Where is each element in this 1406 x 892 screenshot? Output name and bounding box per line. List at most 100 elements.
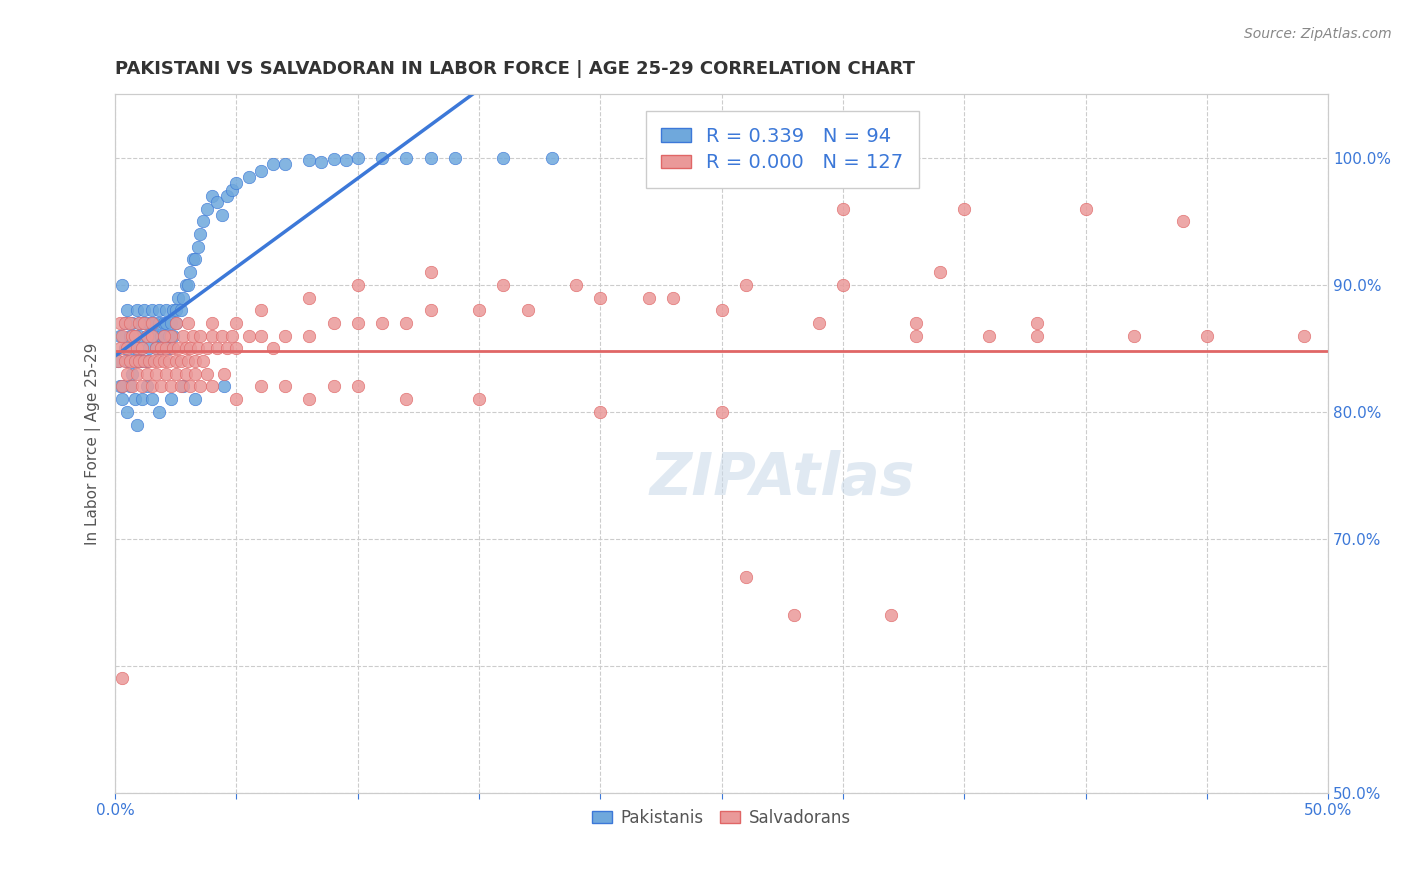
Point [807,316,830,330]
Point [134,354,156,368]
Point [145,328,167,343]
Point [215,342,238,356]
Y-axis label: In Labor Force | Age 25-29: In Labor Force | Age 25-29 [86,343,101,545]
Point [1195,328,1218,343]
Point [145,342,167,356]
Point [262,342,284,356]
Point [735,277,758,292]
Point [124,328,146,343]
Point [121,316,143,330]
Point [832,202,855,216]
Point [165,354,187,368]
Point [157,328,180,343]
Point [114,354,136,368]
Point [121,342,143,356]
Point [540,151,562,165]
Point [134,316,156,330]
Point [322,316,344,330]
Point [238,169,260,184]
Point [148,303,170,318]
Point [117,405,139,419]
Point [138,316,160,330]
Point [468,392,491,406]
Point [215,189,238,203]
Point [128,354,150,368]
Point [125,342,148,356]
Point [880,607,903,622]
Point [155,316,177,330]
Point [710,405,733,419]
Point [589,405,612,419]
Point [371,151,394,165]
Point [184,252,207,267]
Point [274,328,297,343]
Point [516,303,538,318]
Point [565,277,588,292]
Point [134,303,156,318]
Point [201,189,224,203]
Point [589,291,612,305]
Point [114,316,136,330]
Point [211,328,233,343]
Point [188,328,211,343]
Point [274,157,297,171]
Point [107,354,129,368]
Point [322,379,344,393]
Point [195,342,218,356]
Point [118,379,141,393]
Point [121,379,143,393]
Point [117,342,139,356]
Point [141,328,163,343]
Point [165,316,187,330]
Point [181,252,204,267]
Point [904,316,927,330]
Point [187,240,209,254]
Point [662,291,685,305]
Point [152,328,174,343]
Point [148,316,170,330]
Point [148,405,170,419]
Point [201,328,224,343]
Point [211,208,233,222]
Point [238,328,260,343]
Point [135,379,157,393]
Point [128,354,150,368]
Point [710,303,733,318]
Point [118,316,141,330]
Point [1171,214,1194,228]
Point [141,328,163,343]
Point [145,367,167,381]
Point [191,214,214,228]
Point [111,379,134,393]
Point [135,367,157,381]
Point [118,354,141,368]
Point [181,328,204,343]
Point [160,379,183,393]
Point [170,354,193,368]
Point [131,379,153,393]
Legend: Pakistanis, Salvadorans: Pakistanis, Salvadorans [586,802,858,833]
Point [118,328,141,343]
Point [135,328,157,343]
Point [107,354,129,368]
Point [177,354,200,368]
Point [783,607,806,622]
Point [249,303,271,318]
Point [111,328,134,343]
Point [371,316,394,330]
Point [1292,328,1315,343]
Point [111,672,134,686]
Point [1026,328,1049,343]
Point [395,316,418,330]
Point [977,328,1000,343]
Point [124,354,146,368]
Point [1026,316,1049,330]
Point [214,379,236,393]
Point [141,303,163,318]
Point [172,291,194,305]
Point [152,316,174,330]
Point [155,342,177,356]
Point [162,342,184,356]
Point [150,379,173,393]
Point [322,152,344,166]
